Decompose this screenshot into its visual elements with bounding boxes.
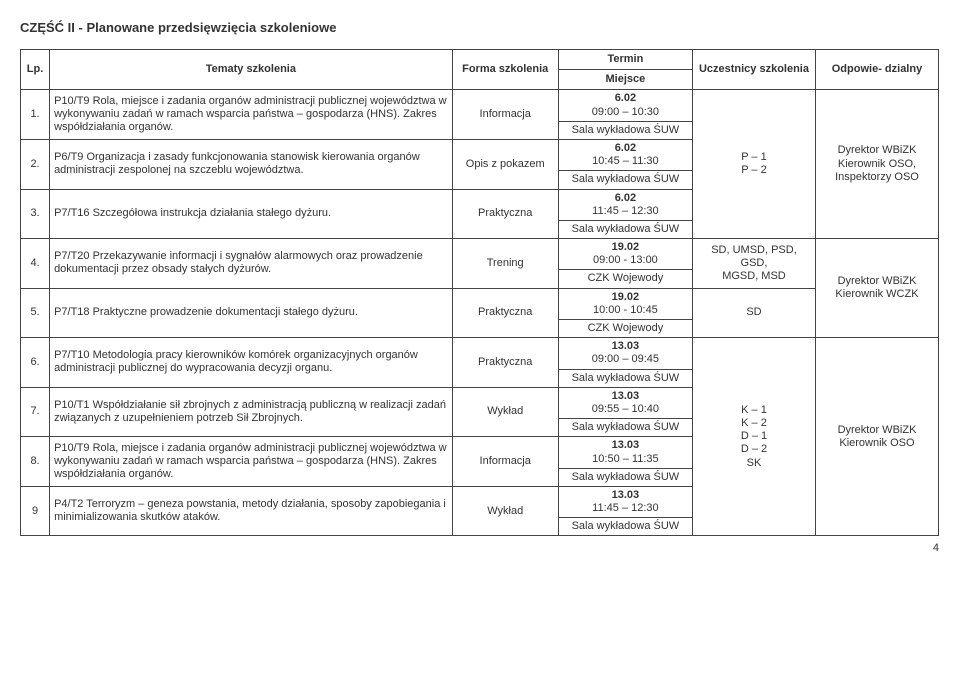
th-miejsce: Miejsce — [558, 70, 692, 90]
cell-lp: 1. — [21, 90, 50, 140]
time: 11:45 – 12:30 — [592, 502, 658, 514]
cell-lp: 5. — [21, 288, 50, 338]
cell-responsible: Dyrektor WBiZK Kierownik WCZK — [815, 239, 938, 338]
place: Sala wykładowa ŚUW — [559, 171, 692, 188]
cell-form: Praktyczna — [452, 189, 558, 239]
date: 13.03 — [612, 340, 640, 352]
cell-term: 19.0209:00 - 13:00 CZK Wojewody — [558, 239, 692, 289]
page-number: 4 — [20, 542, 939, 554]
cell-form: Wykład — [452, 486, 558, 536]
th-form: Forma szkolenia — [452, 50, 558, 90]
time: 11:45 – 12:30 — [592, 205, 658, 217]
cell-topic: P7/T10 Metodologia pracy kierowników kom… — [50, 338, 453, 388]
cell-form: Informacja — [452, 90, 558, 140]
time: 09:00 - 13:00 — [593, 254, 658, 266]
cell-lp: 3. — [21, 189, 50, 239]
place: Sala wykładowa ŚUW — [559, 469, 692, 486]
date: 6.02 — [615, 142, 636, 154]
cell-participants: SD, UMSD, PSD, GSD, MGSD, MSD — [692, 239, 815, 289]
cell-topic: P6/T9 Organizacja i zasady funkcjonowani… — [50, 139, 453, 189]
place: Sala wykładowa ŚUW — [559, 419, 692, 436]
time: 09:00 – 10:30 — [592, 106, 659, 118]
time: 10:00 - 10:45 — [593, 304, 658, 316]
cell-lp: 7. — [21, 387, 50, 437]
cell-term: 6.02 09:00 – 10:30 Sala wykładowa ŚUW — [558, 90, 692, 140]
place: Sala wykładowa ŚUW — [559, 370, 692, 387]
cell-topic: P7/T18 Praktyczne prowadzenie dokumentac… — [50, 288, 453, 338]
cell-term: 6.0210:45 – 11:30 Sala wykładowa ŚUW — [558, 139, 692, 189]
cell-form: Wykład — [452, 387, 558, 437]
th-resp: Odpowie- dzialny — [815, 50, 938, 90]
th-termin: Termin — [558, 50, 692, 70]
table-row: 5. P7/T18 Praktyczne prowadzenie dokumen… — [21, 288, 939, 338]
table-row: 1. P10/T9 Rola, miejsce i zadania organó… — [21, 90, 939, 140]
cell-topic: P10/T9 Rola, miejsce i zadania organów a… — [50, 437, 453, 487]
cell-term: 13.03 10:50 – 11:35 Sala wykładowa ŚUW — [558, 437, 692, 487]
schedule-table: Lp. Tematy szkolenia Forma szkolenia Ter… — [20, 49, 939, 536]
cell-topic: P10/T1 Współdziałanie sił zbrojnych z ad… — [50, 387, 453, 437]
cell-topic: P4/T2 Terroryzm – geneza powstania, meto… — [50, 486, 453, 536]
cell-participants: P – 1 P – 2 — [692, 90, 815, 239]
date: 19.02 — [612, 241, 640, 253]
cell-lp: 9 — [21, 486, 50, 536]
cell-participants: SD — [692, 288, 815, 338]
cell-responsible: Dyrektor WBiZK Kierownik OSO — [815, 338, 938, 536]
cell-term: 6.0211:45 – 12:30 Sala wykładowa ŚUW — [558, 189, 692, 239]
time: 10:50 – 11:35 — [592, 453, 658, 465]
th-topic: Tematy szkolenia — [50, 50, 453, 90]
place: Sala wykładowa ŚUW — [559, 122, 692, 139]
time: 09:55 – 10:40 — [592, 403, 659, 415]
place: CZK Wojewody — [559, 320, 692, 337]
time: 10:45 – 11:30 — [592, 155, 658, 167]
cell-lp: 2. — [21, 139, 50, 189]
th-lp: Lp. — [21, 50, 50, 90]
cell-term: 13.0311:45 – 12:30 Sala wykładowa ŚUW — [558, 486, 692, 536]
date: 6.02 — [615, 192, 636, 204]
cell-term: 19.0210:00 - 10:45 CZK Wojewody — [558, 288, 692, 338]
date: 13.03 — [612, 390, 640, 402]
date: 13.03 — [612, 489, 640, 501]
cell-form: Trening — [452, 239, 558, 289]
date: 19.02 — [612, 291, 640, 303]
cell-lp: 8. — [21, 437, 50, 487]
cell-term: 13.0309:00 – 09:45 Sala wykładowa ŚUW — [558, 338, 692, 388]
cell-form: Praktyczna — [452, 288, 558, 338]
cell-lp: 4. — [21, 239, 50, 289]
cell-responsible: Dyrektor WBiZK Kierownik OSO, Inspektorz… — [815, 90, 938, 239]
cell-form: Informacja — [452, 437, 558, 487]
time: 09:00 – 09:45 — [592, 353, 659, 365]
cell-topic: P7/T20 Przekazywanie informacji i sygnał… — [50, 239, 453, 289]
cell-topic: P7/T16 Szczegółowa instrukcja działania … — [50, 189, 453, 239]
place: Sala wykładowa ŚUW — [559, 518, 692, 535]
place: Sala wykładowa ŚUW — [559, 221, 692, 238]
cell-form: Opis z pokazem — [452, 139, 558, 189]
place: CZK Wojewody — [559, 270, 692, 287]
date: 13.03 — [612, 439, 640, 451]
date: 6.02 — [615, 92, 636, 104]
cell-lp: 6. — [21, 338, 50, 388]
th-part: Uczestnicy szkolenia — [692, 50, 815, 90]
cell-participants: K – 1 K – 2 D – 1 D – 2 SK — [692, 338, 815, 536]
table-row: 6. P7/T10 Metodologia pracy kierowników … — [21, 338, 939, 388]
cell-topic: P10/T9 Rola, miejsce i zadania organów a… — [50, 90, 453, 140]
section-title: CZĘŚĆ II - Planowane przedsięwzięcia szk… — [20, 20, 939, 35]
cell-form: Praktyczna — [452, 338, 558, 388]
table-row: 4. P7/T20 Przekazywanie informacji i syg… — [21, 239, 939, 289]
cell-term: 13.0309:55 – 10:40 Sala wykładowa ŚUW — [558, 387, 692, 437]
